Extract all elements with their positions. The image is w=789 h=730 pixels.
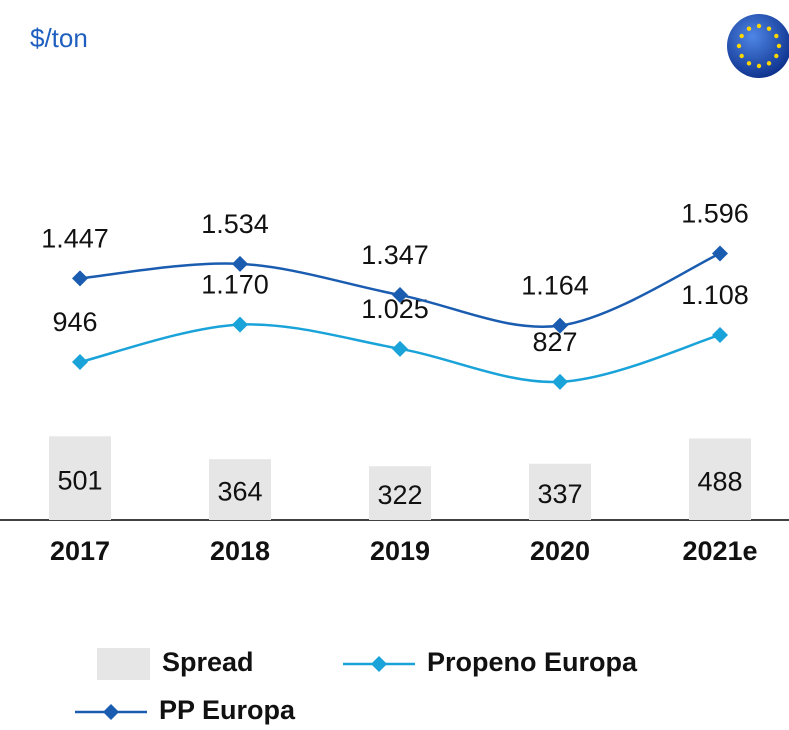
data-label: 827 bbox=[532, 327, 577, 357]
point bbox=[552, 317, 568, 334]
flag-star bbox=[736, 43, 742, 49]
point bbox=[392, 287, 408, 304]
bar bbox=[529, 463, 591, 520]
point bbox=[72, 270, 88, 287]
x-tick-label: 2020 bbox=[530, 536, 590, 566]
point bbox=[232, 255, 248, 272]
flag-star bbox=[766, 26, 772, 31]
bar bbox=[209, 459, 271, 520]
flag-star bbox=[766, 61, 772, 66]
flag-star bbox=[739, 53, 744, 59]
flag-star bbox=[774, 33, 779, 39]
bar bbox=[689, 438, 751, 520]
data-label: 1.596 bbox=[681, 199, 749, 229]
flag-star bbox=[746, 61, 752, 66]
data-label: 1.164 bbox=[521, 271, 589, 301]
bar-label: 322 bbox=[377, 480, 422, 510]
x-tick-label: 2017 bbox=[50, 536, 110, 566]
flag-star bbox=[756, 23, 762, 29]
bar-label: 501 bbox=[57, 465, 102, 495]
flag-star bbox=[756, 63, 762, 69]
legend-swatch bbox=[97, 648, 150, 680]
point bbox=[232, 316, 248, 333]
chart-title: $/ton bbox=[30, 23, 88, 53]
bar-label: 337 bbox=[537, 479, 582, 509]
data-label: 1.447 bbox=[41, 223, 109, 253]
legend-label: PP Europa bbox=[159, 695, 296, 725]
flag-star bbox=[776, 43, 782, 49]
data-label: 1.347 bbox=[361, 240, 429, 270]
bar-label: 488 bbox=[697, 466, 742, 496]
flag-star bbox=[739, 33, 744, 39]
flag-star bbox=[746, 26, 752, 31]
legend-label: Spread bbox=[162, 647, 254, 677]
legend-marker bbox=[371, 656, 387, 672]
legend-marker bbox=[103, 704, 119, 720]
legend-label: Propeno Europa bbox=[427, 647, 638, 677]
x-tick-label: 2021e bbox=[682, 536, 757, 566]
bar-label: 364 bbox=[217, 477, 262, 507]
eu-flag-icon bbox=[727, 14, 789, 78]
bar bbox=[49, 436, 111, 520]
bar bbox=[369, 466, 431, 520]
data-label: 1.170 bbox=[201, 270, 269, 300]
data-label: 946 bbox=[52, 307, 97, 337]
data-label: 1.108 bbox=[681, 280, 749, 310]
x-tick-label: 2018 bbox=[210, 536, 270, 566]
x-tick-label: 2019 bbox=[370, 536, 430, 566]
point bbox=[712, 326, 728, 343]
point bbox=[712, 245, 728, 262]
point bbox=[392, 340, 408, 357]
flag-star bbox=[774, 53, 779, 59]
data-label: 1.534 bbox=[201, 209, 269, 239]
point bbox=[72, 354, 88, 371]
point bbox=[552, 373, 568, 390]
